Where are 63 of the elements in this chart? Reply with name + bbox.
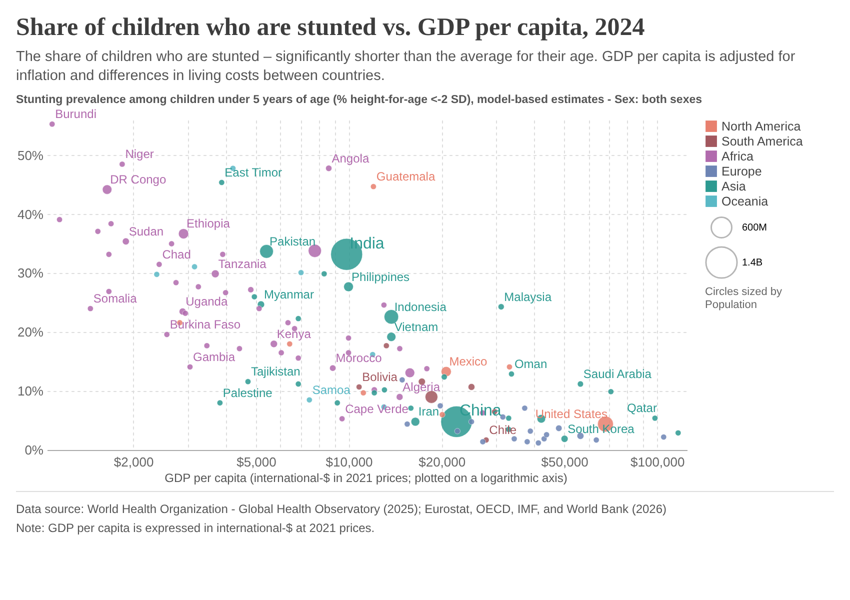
x-tick-label: $2,000 (114, 454, 154, 470)
annotation: Qatar (626, 401, 657, 416)
annotation: Tanzania (218, 256, 267, 271)
annotation: Niger (125, 147, 154, 162)
annotation: Burkina Faso (170, 318, 241, 332)
annotation: Uganda (186, 294, 228, 309)
annotation: Malaysia (504, 290, 552, 304)
annotation: Guatemala (376, 170, 436, 184)
annotation: Indonesia (394, 300, 447, 314)
annotation: Somalia (93, 292, 138, 306)
y-tick-label: 0% (24, 442, 44, 458)
text: Note: GDP per capita is expressed in international-$ at 2021 prices. (16, 520, 376, 537)
chart-subtitle: The share of children who are stunted – significantly shorter than the average for their age. GDP per capita is adjusted for inflation and differences in living costs between countries. (16, 48, 796, 86)
annotation: Mexico (449, 354, 488, 369)
annotation: Ethiopia (186, 216, 230, 231)
annotation: South Korea (568, 422, 635, 436)
annotation: Philippines (352, 270, 410, 284)
annotation: Gambia (193, 350, 236, 364)
annotation: Iran (418, 404, 440, 419)
annotation: Algeria (402, 380, 440, 394)
annotation: Tajikistan (250, 364, 300, 379)
legend-label: South America (722, 134, 803, 148)
legend-label: Oceania (722, 194, 768, 208)
y-tick-label: 30% (17, 266, 44, 281)
annotation: Angola (332, 151, 370, 166)
annotation: Pakistan (270, 234, 316, 248)
annotation: East Timor (224, 165, 282, 180)
legend-label: Asia (722, 179, 746, 194)
annotation: DR Congo (110, 172, 166, 187)
y-tick-label: 10% (17, 384, 44, 399)
annotation: Burundi (55, 107, 97, 122)
legend-label: 600M (742, 222, 768, 234)
annotation: Samoa (312, 382, 351, 397)
annotation: Oman (514, 356, 548, 371)
chart-title: Share of children who are stunted vs. GDP per capita, 2024 (16, 14, 646, 42)
text: Circles sized by Population (705, 286, 783, 311)
annotation: Palestine (222, 386, 273, 400)
annotation: Myanmar (264, 287, 314, 302)
annotation: Kenya (276, 326, 312, 341)
annotation: Cape Verde (345, 402, 409, 416)
legend-label: 1.4B (742, 258, 763, 268)
y-tick-label: 40% (17, 206, 44, 222)
annotation: Sudan (128, 224, 164, 238)
legend-label: Europe (722, 164, 762, 178)
annotation: Chad (162, 247, 191, 262)
annotation: Chile (489, 422, 517, 437)
annotation: Morocco (336, 351, 382, 366)
x-tick-label: $10,000 (326, 454, 373, 470)
legend-label: Africa (722, 149, 754, 164)
x-axis-title: GDP per capita (international-$ in 2021 prices; plotted on a logarithmic axis) (164, 471, 568, 485)
x-tick-label: $20,000 (418, 454, 466, 470)
annotation: United States (535, 407, 608, 422)
y-axis-title: Stunting prevalence among children under 5 years of age (% height-for-age <-2 SD), model-based estimates - Sex: both sexes (16, 94, 704, 106)
annotation: Saudi Arabia (583, 367, 652, 381)
source-note: Data source: World Health Organization - Global Health Observatory (2025); Eurostat, OECD, IMF, and World Bank (2026) (16, 501, 668, 518)
x-tick-label: $5,000 (236, 454, 276, 470)
y-tick-label: 50% (17, 148, 44, 163)
x-tick-label: $100,000 (630, 454, 685, 470)
annotation: Vietnam (394, 320, 438, 334)
legend-label: North America (722, 119, 801, 134)
y-tick-label: 20% (17, 324, 44, 340)
x-tick-label: $50,000 (541, 454, 588, 470)
annotation: Bolivia (362, 370, 398, 384)
